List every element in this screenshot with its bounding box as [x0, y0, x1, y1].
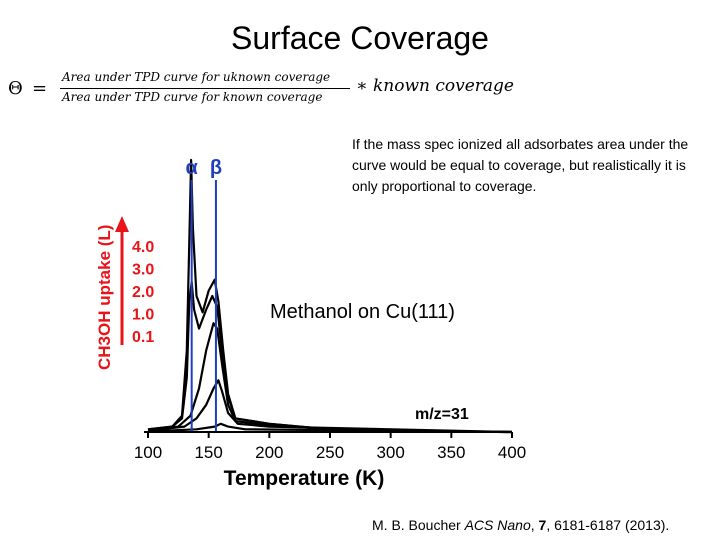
peak-label: α [186, 157, 199, 179]
x-axis-label: Temperature (K) [224, 467, 385, 490]
system-label: Methanol on Cu(111) [270, 301, 455, 323]
citation-volume: 7 [538, 517, 547, 533]
legend-entry: 2.0 [132, 284, 154, 301]
legend-entry: 1.0 [132, 307, 154, 324]
peak-label: β [210, 157, 222, 179]
legend-entry: 4.0 [132, 239, 154, 256]
x-tick-label: 400 [498, 443, 526, 462]
series-line-3-0 [147, 281, 513, 434]
x-tick-label: 300 [376, 443, 404, 462]
equation-fraction-bar [60, 88, 350, 89]
series-line-4-0 [147, 158, 513, 434]
x-axis: 100 150 200 250 300 350 400 [134, 431, 526, 462]
explanation-note: If the mass spec ionized all adsorbates … [352, 136, 689, 194]
series-line-2-0 [147, 322, 513, 434]
citation: M. B. Boucher ACS Nano, 7, 6181-6187 (20… [372, 517, 669, 533]
equation-theta: Θ [8, 78, 23, 99]
equation-denominator: Area under TPD curve for known coverage [62, 90, 323, 104]
uptake-legend: CH3OH uptake (L) 4.0 3.0 2.0 1.0 0.1 [95, 216, 154, 370]
legend-entry: 0.1 [132, 329, 154, 346]
legend-title: CH3OH uptake (L) [95, 225, 114, 370]
equation-equals: = [32, 78, 48, 99]
x-tick-label: 150 [194, 443, 222, 462]
citation-journal: ACS Nano [464, 517, 531, 533]
legend-entry: 3.0 [132, 262, 154, 279]
citation-author: M. B. Boucher [372, 517, 465, 533]
x-tick-label: 200 [255, 443, 283, 462]
mz-annotation: m/z=31 [415, 406, 469, 423]
equation-numerator: Area under TPD curve for uknown coverage [62, 70, 331, 84]
slide-title: Surface Coverage [231, 20, 489, 56]
equation-multiplier: ∗ known coverage [356, 76, 514, 96]
citation-pages: , 6181-6187 (2013). [546, 517, 670, 533]
x-tick-label: 100 [134, 443, 162, 462]
x-tick-label: 350 [437, 443, 465, 462]
x-tick-label: 250 [316, 443, 344, 462]
citation-separator: , [530, 517, 539, 533]
series-line-0-1 [147, 422, 513, 434]
legend-arrow [115, 216, 129, 345]
